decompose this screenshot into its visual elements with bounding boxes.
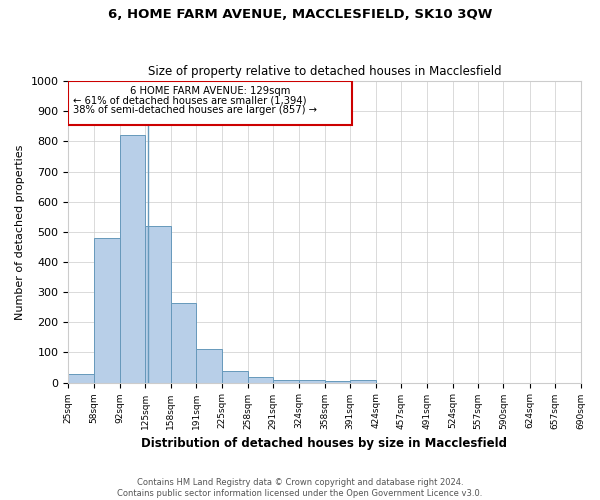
Bar [299,380,325,382]
Y-axis label: Number of detached properties: Number of detached properties [15,144,25,320]
Text: 6, HOME FARM AVENUE, MACCLESFIELD, SK10 3QW: 6, HOME FARM AVENUE, MACCLESFIELD, SK10 … [108,8,492,20]
Text: Contains HM Land Registry data © Crown copyright and database right 2024.
Contai: Contains HM Land Registry data © Crown c… [118,478,482,498]
Bar [196,350,223,382]
Bar [325,381,350,382]
Bar [68,81,352,125]
Bar [273,380,299,382]
Bar [248,376,273,382]
Bar [145,226,171,382]
X-axis label: Distribution of detached houses by size in Macclesfield: Distribution of detached houses by size … [142,437,508,450]
Bar [120,136,145,382]
Bar [350,380,376,382]
Text: 6 HOME FARM AVENUE: 129sqm: 6 HOME FARM AVENUE: 129sqm [130,86,290,97]
Bar [171,302,196,382]
Title: Size of property relative to detached houses in Macclesfield: Size of property relative to detached ho… [148,66,501,78]
Bar [223,371,248,382]
Text: ← 61% of detached houses are smaller (1,394): ← 61% of detached houses are smaller (1,… [73,96,307,106]
Bar [68,374,94,382]
Bar [94,238,120,382]
Text: 38% of semi-detached houses are larger (857) →: 38% of semi-detached houses are larger (… [73,104,317,115]
